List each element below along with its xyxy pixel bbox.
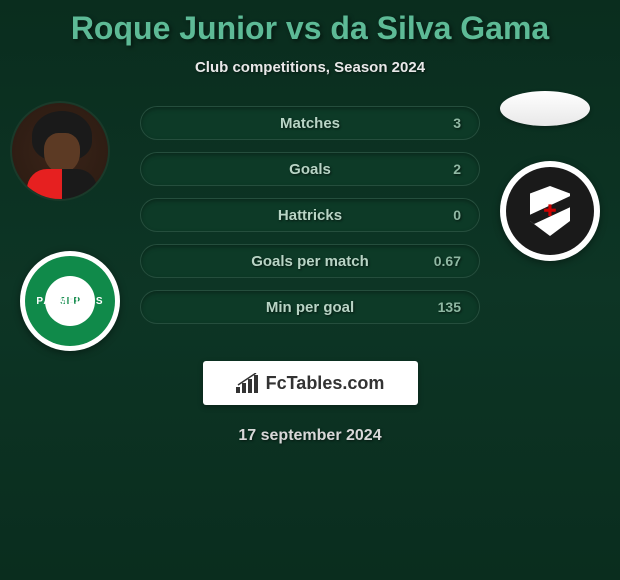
vasco-cross-icon: ✚: [543, 201, 556, 221]
player-face-graphic: [12, 103, 108, 199]
stat-bar-goals: Goals 2: [140, 152, 480, 186]
stat-bar-mpg: Min per goal 135: [140, 290, 480, 324]
vasco-badge: ✚: [500, 161, 600, 261]
palmeiras-text: PALMEIRAS: [25, 296, 115, 307]
palmeiras-badge: PALMEIRAS SEP: [20, 251, 120, 351]
stat-value: 0: [421, 207, 461, 223]
stat-value: 3: [421, 115, 461, 131]
stat-label: Hattricks: [159, 207, 421, 224]
main-container: Roque Junior vs da Silva Gama Club compe…: [0, 0, 620, 580]
stat-value: 0.67: [421, 253, 461, 269]
stat-bar-matches: Matches 3: [140, 106, 480, 140]
comparison-subtitle: Club competitions, Season 2024: [195, 59, 425, 76]
stat-label: Goals: [159, 161, 421, 178]
stat-bar-hattricks: Hattricks 0: [140, 198, 480, 232]
stat-value: 2: [421, 161, 461, 177]
stat-value: 135: [421, 299, 461, 315]
stat-label: Min per goal: [159, 299, 421, 316]
watermark-text: FcTables.com: [266, 373, 385, 394]
player-left-avatar: [10, 101, 110, 201]
content-area: PALMEIRAS SEP ✚ Matches 3 Goals 2: [0, 106, 620, 336]
watermark: FcTables.com: [203, 361, 418, 405]
stat-bar-gpm: Goals per match 0.67: [140, 244, 480, 278]
chart-icon: [236, 373, 260, 393]
date-label: 17 september 2024: [238, 427, 381, 445]
player-right-placeholder: [500, 91, 590, 126]
stat-label: Matches: [159, 115, 421, 132]
stats-area: Matches 3 Goals 2 Hattricks 0 Goals per …: [140, 106, 480, 324]
stat-label: Goals per match: [159, 253, 421, 270]
comparison-title: Roque Junior vs da Silva Gama: [71, 10, 549, 47]
